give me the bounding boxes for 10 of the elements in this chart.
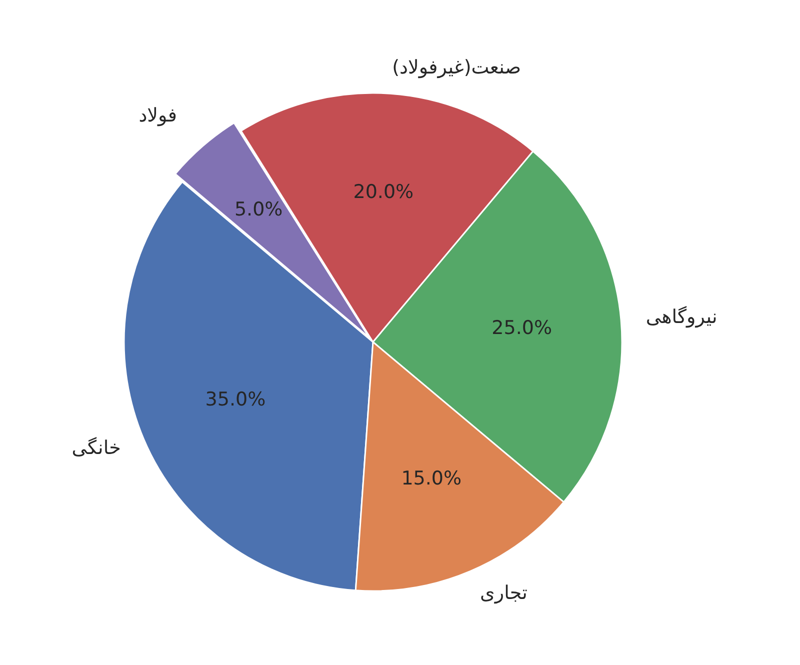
slice-label: نیروگاهی — [646, 305, 718, 328]
slice-label: فولاد — [138, 104, 177, 126]
data-label: 20.0% — [353, 180, 414, 203]
slice-label: صنعت(غیرفولاد) — [392, 56, 521, 79]
slice-label: خانگی — [72, 436, 121, 459]
data-label: 5.0% — [234, 198, 283, 220]
data-label: 15.0% — [401, 467, 462, 490]
slice-label: تجاری — [480, 582, 528, 604]
data-label: 35.0% — [205, 388, 266, 410]
data-label: 25.0% — [492, 316, 552, 339]
